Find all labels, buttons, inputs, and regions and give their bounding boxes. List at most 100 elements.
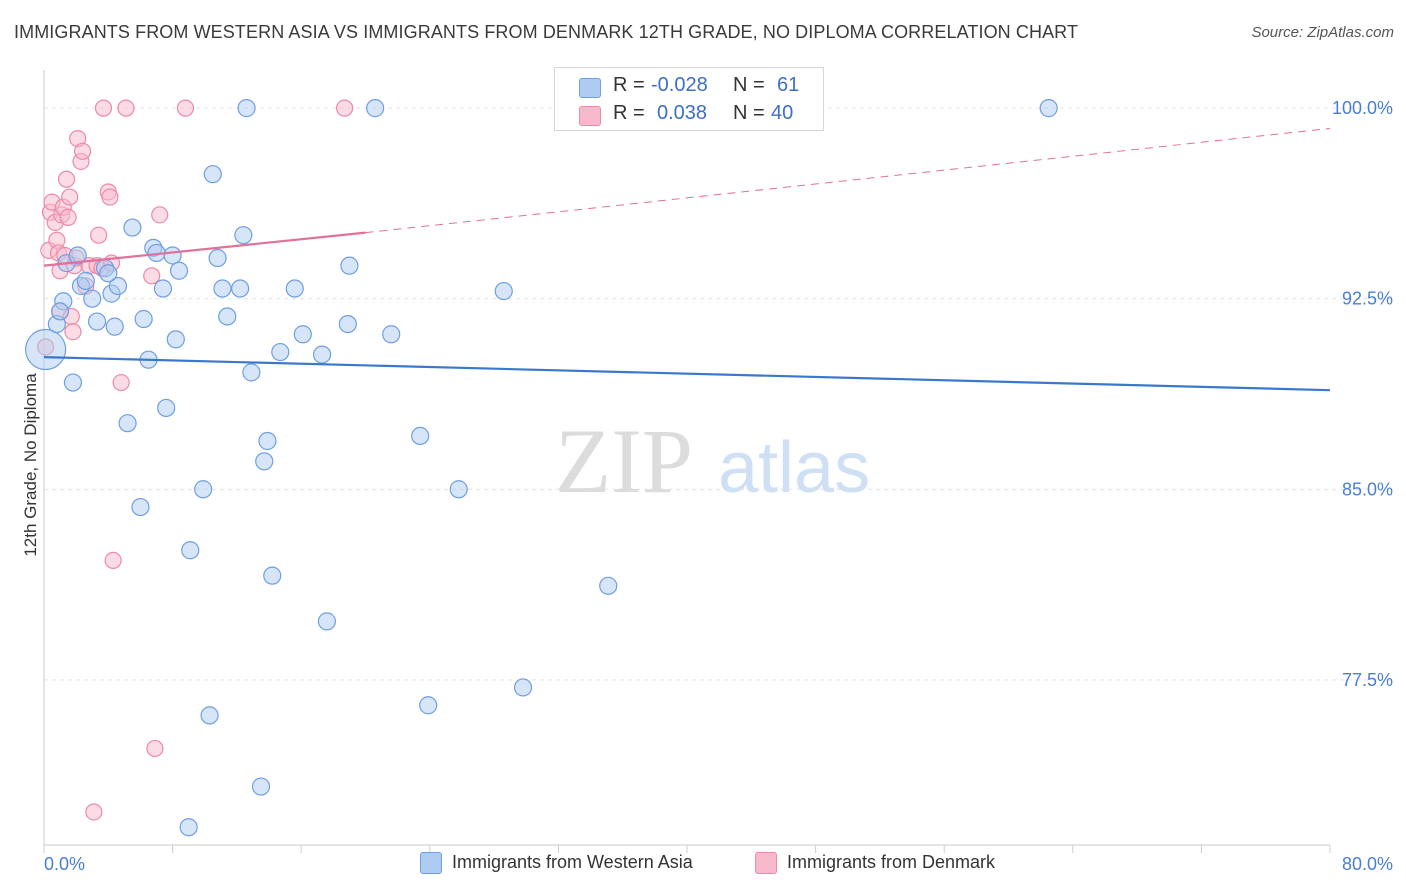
trend-line-denmark xyxy=(365,127,1331,234)
data-point-western-asia xyxy=(181,541,200,560)
chart-title: IMMIGRANTS FROM WESTERN ASIA VS IMMIGRAN… xyxy=(14,22,1079,42)
data-point-western-asia xyxy=(179,818,198,837)
r-value: 0.038 xyxy=(657,102,708,124)
data-point-western-asia xyxy=(599,576,618,595)
watermark-atlas: atlas xyxy=(718,428,870,508)
data-point-western-asia xyxy=(157,398,176,418)
data-point-western-asia xyxy=(87,312,107,331)
data-point-western-asia xyxy=(237,99,256,118)
swatch-western-asia xyxy=(579,78,601,98)
data-point-western-asia xyxy=(76,271,95,291)
data-point-denmark xyxy=(151,206,169,224)
data-point-western-asia xyxy=(213,279,232,298)
data-point-denmark xyxy=(143,267,161,285)
data-point-western-asia xyxy=(251,777,271,796)
data-point-western-asia xyxy=(293,325,312,344)
data-point-denmark xyxy=(146,739,164,758)
data-point-western-asia xyxy=(242,363,261,382)
stats-row-denmark: R = 0.038 N = 40 xyxy=(555,102,823,130)
n-label: N = xyxy=(733,74,765,96)
data-point-western-asia xyxy=(312,345,332,364)
data-point-denmark xyxy=(101,188,119,206)
data-point-western-asia xyxy=(218,307,237,326)
data-point-denmark xyxy=(59,208,77,226)
trend-line-denmark xyxy=(43,231,366,267)
trend-lines xyxy=(43,127,1331,392)
data-point-western-asia xyxy=(134,309,153,329)
watermark: ZIP atlas xyxy=(555,410,870,512)
tick-labels: 77.5% 85.0% 92.5% 100.0% 0.0% 80.0% xyxy=(44,98,1393,874)
data-point-western-asia xyxy=(153,279,173,298)
data-point-western-asia xyxy=(203,165,222,184)
data-point-western-asia xyxy=(83,289,102,308)
data-point-western-asia xyxy=(68,246,87,265)
data-point-denmark xyxy=(73,142,92,160)
data-point-western-asia xyxy=(317,612,337,631)
data-point-western-asia xyxy=(271,342,290,362)
source-label: Source: ZipAtlas.com xyxy=(1251,24,1394,41)
data-point-western-asia xyxy=(25,328,67,371)
r-label: R = xyxy=(613,74,645,96)
y-tick-label: 77.5% xyxy=(1342,670,1393,690)
legend-label-denmark: Immigrants from Denmark xyxy=(787,852,996,872)
y-tick-label: 92.5% xyxy=(1342,289,1393,309)
data-point-western-asia xyxy=(494,281,513,301)
r-label: R = xyxy=(613,102,645,124)
grid-lines xyxy=(44,107,1392,681)
n-label: N = xyxy=(733,102,765,124)
series-denmark-points xyxy=(37,99,354,821)
data-point-western-asia xyxy=(419,696,438,715)
data-point-western-asia xyxy=(449,480,468,499)
legend-swatch-western-asia xyxy=(420,852,442,874)
data-point-western-asia xyxy=(123,218,142,237)
stats-row-western-asia: R = -0.028 N = 61 xyxy=(555,74,823,102)
data-point-western-asia xyxy=(263,566,282,585)
stats-legend: R = -0.028 N = 61 R = 0.038 N = 40 xyxy=(554,67,824,131)
data-point-western-asia xyxy=(366,99,385,118)
data-point-western-asia xyxy=(163,246,182,265)
data-point-western-asia xyxy=(208,248,227,268)
y-tick-label: 85.0% xyxy=(1342,479,1393,499)
data-point-denmark xyxy=(90,226,108,244)
data-point-western-asia xyxy=(255,452,274,471)
swatch-denmark xyxy=(579,106,601,126)
data-point-western-asia xyxy=(382,325,401,344)
data-point-denmark xyxy=(85,803,103,821)
data-point-denmark xyxy=(61,188,79,206)
data-point-denmark xyxy=(104,551,122,570)
y-tick-label: 100.0% xyxy=(1332,98,1393,118)
legend-label-western-asia: Immigrants from Western Asia xyxy=(452,852,693,872)
data-point-western-asia xyxy=(200,706,219,725)
legend-swatch-denmark xyxy=(755,852,777,874)
data-point-denmark xyxy=(112,373,130,392)
data-point-western-asia xyxy=(513,678,533,697)
data-point-western-asia xyxy=(166,330,185,349)
data-point-western-asia xyxy=(194,480,213,499)
data-point-denmark xyxy=(336,99,354,117)
data-point-western-asia xyxy=(338,314,357,334)
y-axis-title: 12th Grade, No Diploma xyxy=(21,373,40,557)
data-point-western-asia xyxy=(105,317,124,336)
n-value: 40 xyxy=(771,102,794,124)
data-point-western-asia xyxy=(169,261,189,280)
series-western-asia-points xyxy=(25,99,1058,837)
data-point-western-asia xyxy=(234,226,253,245)
data-point-western-asia xyxy=(99,264,118,283)
data-point-western-asia xyxy=(131,497,150,517)
data-point-western-asia xyxy=(50,302,70,321)
data-point-denmark xyxy=(117,99,135,117)
data-point-denmark xyxy=(64,323,82,341)
data-point-western-asia xyxy=(258,431,277,451)
x-tick-label: 80.0% xyxy=(1342,854,1393,874)
data-point-denmark xyxy=(57,170,76,188)
trend-line-western-asia xyxy=(43,356,1331,392)
n-value: 61 xyxy=(777,74,800,96)
x-tick-label: 0.0% xyxy=(44,854,85,874)
data-point-western-asia xyxy=(1039,99,1058,118)
watermark-zip: ZIP xyxy=(555,410,693,512)
data-point-western-asia xyxy=(231,279,250,298)
data-point-denmark xyxy=(176,99,195,117)
data-point-western-asia xyxy=(285,279,304,298)
data-point-denmark xyxy=(94,99,113,117)
